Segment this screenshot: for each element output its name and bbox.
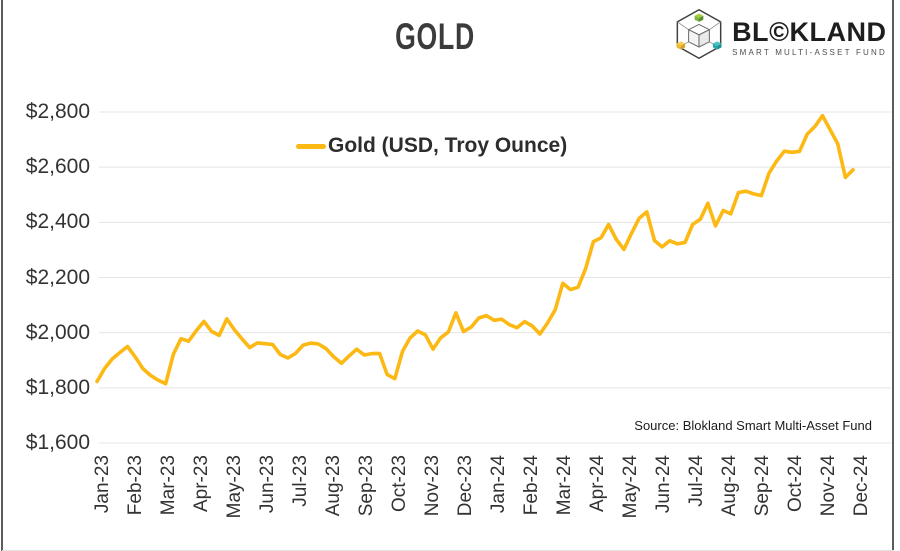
x-axis-label: May-24 [619,455,641,519]
y-axis-label: $2,600 [25,155,90,179]
x-axis-label: Mar-23 [157,455,179,516]
x-axis-label: Jan-23 [91,455,113,514]
x-axis-label: Jun-23 [256,455,278,514]
y-axis-label: $1,800 [25,375,90,399]
x-axis-label: May-23 [223,455,245,519]
right-frame-border [892,0,894,551]
x-axis-label: Dec-23 [454,455,476,517]
x-axis-label: Jan-24 [487,455,509,514]
x-axis-label: Jun-24 [652,455,674,514]
page-title: GOLD [395,16,475,57]
gold-price-line [95,113,855,386]
x-axis-label: Feb-24 [520,455,542,516]
blokland-brand-name: BL©KLAND [732,16,887,47]
x-axis-label: Sep-24 [751,455,773,517]
x-axis-label: Jul-24 [685,455,707,507]
x-axis-label: Nov-24 [817,455,839,517]
copyright-o-icon: © [769,16,790,47]
blokland-cube-hexagon-icon [673,7,725,66]
gold-series-legend-label: Gold (USD, Troy Ounce) [328,134,568,157]
x-axis-label: Aug-24 [718,455,740,517]
source-note: Source: Blokland Smart Multi-Asset Fund [634,418,872,433]
y-axis-label: $2,000 [25,320,90,344]
blokland-logo-text: BL©KLAND SMART MULTI-ASSET FUND [732,17,887,57]
x-axis-label: Apr-23 [190,455,212,513]
x-axis-label: Oct-24 [784,455,806,513]
gold-series-line-marker-icon [296,143,326,149]
x-axis-label: Mar-24 [553,455,575,516]
y-axis-label: $1,600 [25,431,90,454]
x-axis-label: Oct-23 [388,455,410,513]
x-axis-label: Feb-23 [124,455,146,516]
x-axis-label: Nov-23 [421,455,443,517]
x-axis-label: Jul-23 [289,455,311,507]
x-axis-label: Sep-23 [355,455,377,517]
chart-legend: Gold (USD, Troy Ounce) [296,134,567,158]
left-frame-border [1,0,3,551]
x-axis-label: Apr-24 [586,455,608,513]
y-axis-label: $2,400 [25,210,90,234]
x-axis-label: Dec-24 [850,455,872,517]
x-axis-label: Aug-23 [322,455,344,517]
y-axis-label: $2,800 [25,100,90,123]
blokland-logo: BL©KLAND SMART MULTI-ASSET FUND [673,7,887,66]
blokland-tagline: SMART MULTI-ASSET FUND [732,47,887,57]
y-axis-label: $2,200 [25,265,90,289]
